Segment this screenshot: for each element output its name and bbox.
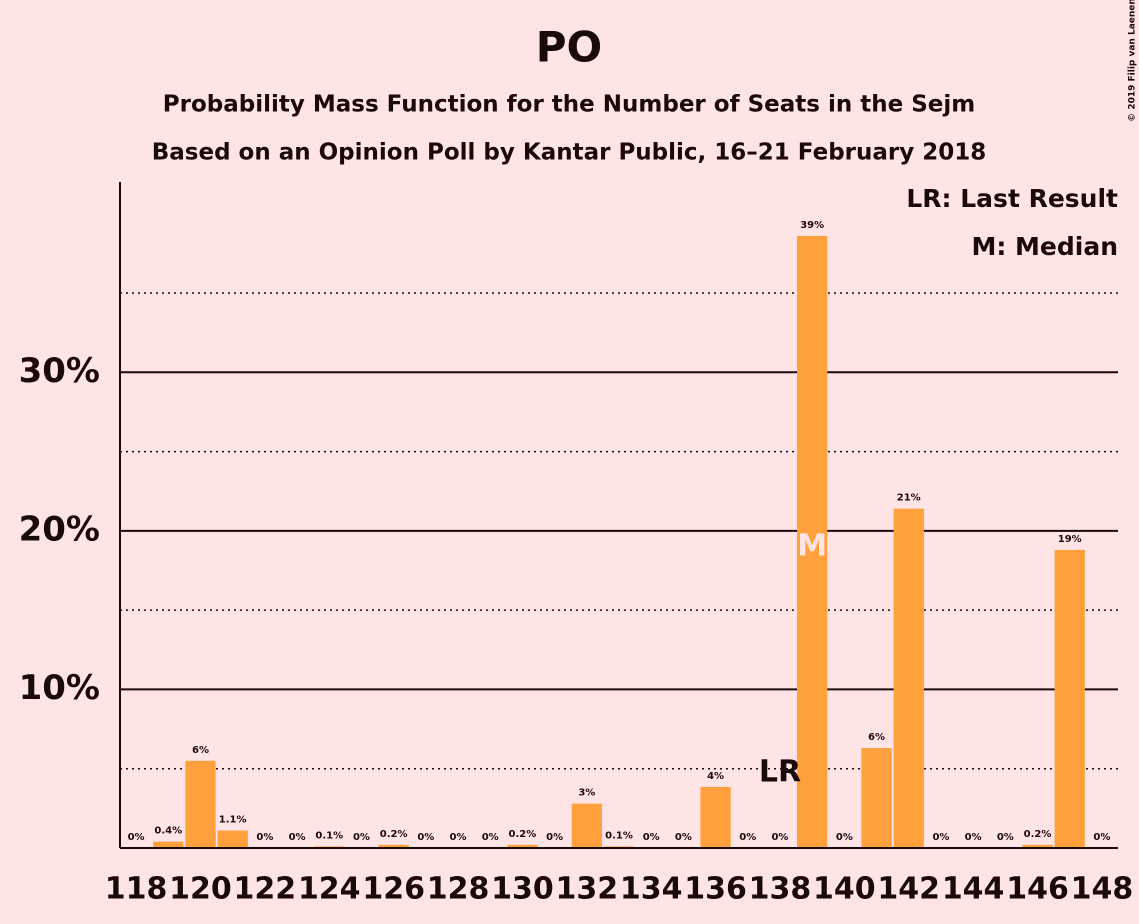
bar <box>571 803 602 848</box>
value-label: 0% <box>771 832 788 843</box>
chart-subtitle: Probability Mass Function for the Number… <box>163 92 975 118</box>
annotation: LR <box>759 755 801 790</box>
bar <box>217 830 248 848</box>
value-label: 0% <box>932 832 949 843</box>
value-label: 0% <box>417 832 434 843</box>
value-label: 0% <box>997 832 1014 843</box>
value-label: 0% <box>675 832 692 843</box>
x-tick-label: 146 <box>1006 872 1069 907</box>
bar <box>507 844 538 848</box>
value-label: 21% <box>897 493 921 504</box>
bar <box>700 786 731 848</box>
x-tick-label: 132 <box>555 872 618 907</box>
value-label: 0% <box>739 832 756 843</box>
x-tick-label: 128 <box>427 872 490 907</box>
value-label: 0.2% <box>1024 829 1052 840</box>
x-tick-label: 148 <box>1071 872 1134 907</box>
value-label: 0.4% <box>154 826 182 837</box>
value-label: 0.2% <box>509 829 537 840</box>
x-tick-label: 138 <box>749 872 812 907</box>
x-tick-label: 122 <box>234 872 297 907</box>
value-label: 0.1% <box>605 830 633 841</box>
bar <box>861 748 892 848</box>
value-label: 0% <box>353 832 370 843</box>
annotation: M <box>797 529 827 564</box>
value-label: 0% <box>482 832 499 843</box>
x-tick-label: 144 <box>942 872 1005 907</box>
bar <box>378 844 409 848</box>
value-label: 19% <box>1058 534 1082 545</box>
bar <box>1054 549 1085 848</box>
value-label: 0% <box>289 832 306 843</box>
x-tick-label: 124 <box>298 872 361 907</box>
x-tick-label: 142 <box>877 872 940 907</box>
x-tick-label: 118 <box>105 872 168 907</box>
value-label: 4% <box>707 771 724 782</box>
value-label: 0% <box>643 832 660 843</box>
value-label: 3% <box>578 788 595 799</box>
x-tick-label: 140 <box>813 872 876 907</box>
y-tick-label: 30% <box>19 351 100 391</box>
legend-entry: LR: Last Result <box>906 184 1118 213</box>
value-label: 6% <box>192 745 209 756</box>
bar <box>797 235 828 848</box>
y-tick-label: 20% <box>19 509 100 549</box>
value-label: 0.2% <box>380 829 408 840</box>
value-label: 0% <box>965 832 982 843</box>
bar <box>1022 844 1053 848</box>
x-tick-label: 134 <box>620 872 683 907</box>
bar <box>893 508 924 848</box>
chart-subtitle: Based on an Opinion Poll by Kantar Publi… <box>152 140 987 166</box>
copyright: © 2019 Filip van Laenen <box>1128 0 1138 122</box>
value-label: 0.1% <box>315 830 343 841</box>
x-tick-label: 136 <box>684 872 747 907</box>
legend-entry: M: Median <box>971 232 1118 261</box>
value-label: 6% <box>868 732 885 743</box>
y-tick-label: 10% <box>19 668 100 708</box>
value-label: 1.1% <box>219 815 247 826</box>
bar <box>153 841 184 848</box>
bar <box>185 760 216 848</box>
x-tick-label: 120 <box>169 872 232 907</box>
x-tick-label: 126 <box>362 872 425 907</box>
value-label: 0% <box>1093 832 1110 843</box>
value-label: 0% <box>546 832 563 843</box>
chart-title: PO <box>536 23 603 72</box>
x-tick-label: 130 <box>491 872 554 907</box>
value-label: 0% <box>836 832 853 843</box>
value-label: 0% <box>128 832 145 843</box>
value-label: 0% <box>256 832 273 843</box>
value-label: 39% <box>800 220 824 231</box>
value-label: 0% <box>450 832 467 843</box>
